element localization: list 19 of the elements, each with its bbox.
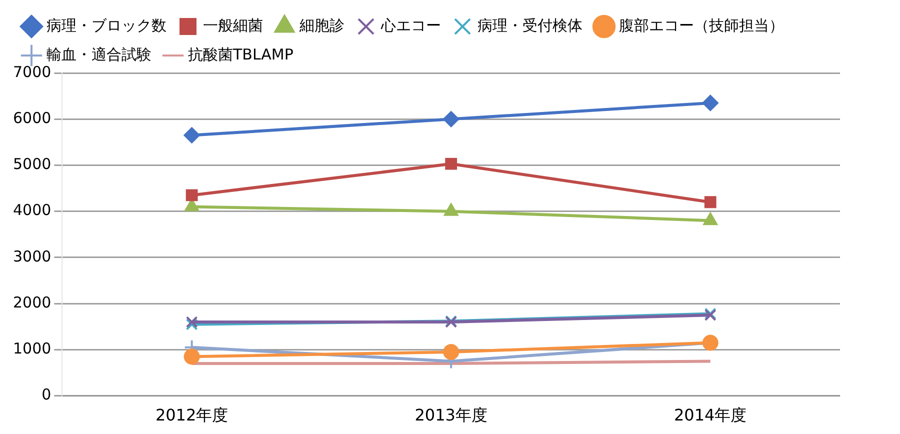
legend-label: 輸血・適合試験 bbox=[46, 45, 152, 64]
y-tick-label: 5000 bbox=[12, 155, 52, 174]
y-tick-label: 2000 bbox=[12, 293, 52, 312]
x-tick-label: 2014年度 bbox=[674, 406, 747, 425]
legend-label: 一般細菌 bbox=[203, 16, 263, 34]
legend-label: 細胞診 bbox=[298, 16, 344, 34]
y-tick-label: 4000 bbox=[12, 201, 52, 220]
legend-label: 抗酸菌TBLAMP bbox=[188, 45, 294, 64]
x-tick-label: 2012年度 bbox=[155, 406, 228, 425]
y-tick-label: 6000 bbox=[12, 109, 52, 128]
y-tick-label: 7000 bbox=[12, 62, 52, 81]
y-tick-label: 3000 bbox=[12, 247, 52, 266]
x-tick-label: 2013年度 bbox=[414, 406, 488, 425]
legend-label: 病理・受付検体 bbox=[478, 16, 582, 34]
y-tick-label: 1000 bbox=[12, 340, 52, 358]
legend-label: 腹部エコー（技師担当） bbox=[619, 16, 784, 34]
legend-label: 心エコー bbox=[380, 16, 441, 34]
y-tick-label: 0 bbox=[42, 386, 52, 404]
legend-label: 病理・ブロック数 bbox=[46, 16, 166, 34]
